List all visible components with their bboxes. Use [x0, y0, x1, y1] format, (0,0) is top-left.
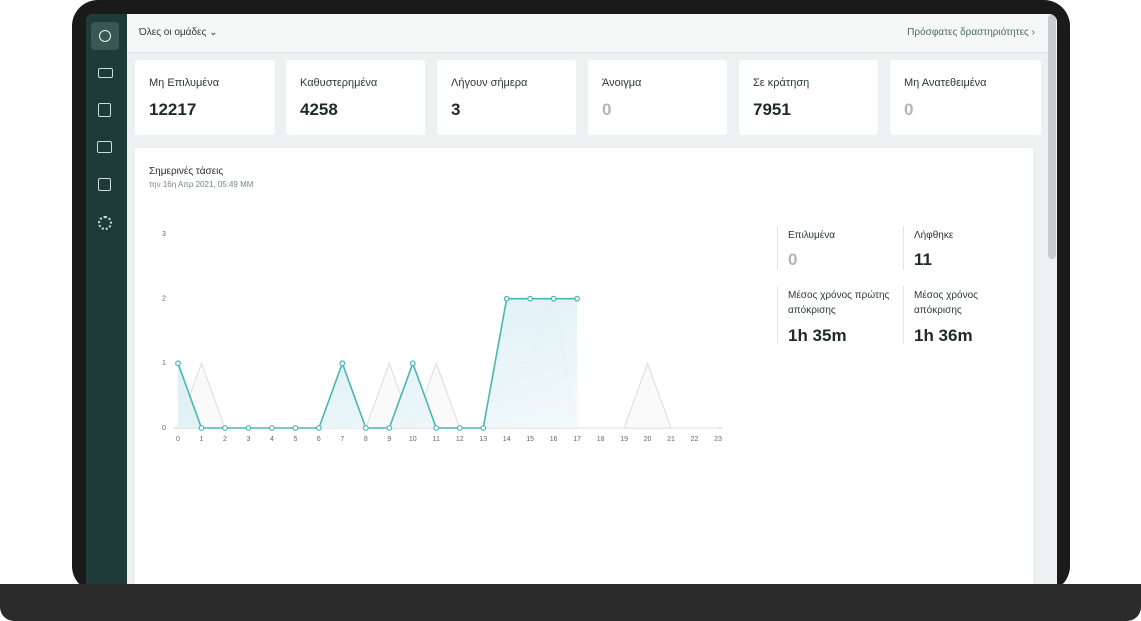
series-line [177, 297, 578, 429]
stat-card: Καθυστερημένα 4258 [286, 60, 425, 135]
top-bar [127, 14, 1057, 53]
y-tick-label: 3 [162, 231, 166, 238]
summary-value: 1h 35m [788, 326, 847, 345]
stat-value: 0 [904, 100, 914, 119]
series-area [178, 298, 718, 428]
y-tick-label: 1 [162, 360, 166, 367]
group-filter[interactable]: Όλες οι ομάδες ⌄ [139, 27, 218, 38]
data-point [456, 425, 463, 431]
data-point [198, 425, 205, 431]
nav-contacts[interactable] [98, 103, 111, 117]
data-point [315, 425, 322, 431]
stat-value: 3 [451, 100, 461, 119]
screen: Όλες οι ομάδες ⌄ Πρόσφατες δραστηριότητε… [86, 14, 1057, 584]
x-tick-label: 12 [456, 436, 464, 443]
data-point [409, 360, 416, 367]
x-tick-label: 8 [364, 436, 368, 443]
stat-card: Μη Ανατεθειμένα 0 [890, 60, 1041, 135]
x-tick-label: 17 [573, 436, 581, 443]
recent-activity-label: Πρόσφατες δραστηριότητες [907, 27, 1029, 38]
x-tick-label: 20 [644, 436, 652, 443]
stat-value: 0 [602, 100, 612, 119]
stat-value: 7951 [753, 100, 791, 119]
x-tick-label: 23 [714, 436, 722, 443]
stat-label: Μη Ανατεθειμένα [904, 77, 987, 89]
x-tick-label: 18 [597, 436, 605, 443]
data-point [222, 425, 228, 431]
summary-value: 11 [914, 250, 932, 269]
nav-home[interactable] [91, 22, 119, 50]
summary-label: Λήφθηκε [914, 230, 954, 241]
group-filter-label: Όλες οι ομάδες [139, 27, 207, 38]
data-point [245, 425, 252, 431]
stat-label: Άνοιγμα [602, 77, 642, 89]
x-tick-label: 11 [433, 436, 440, 443]
x-tick-label: 21 [667, 436, 675, 443]
x-tick-label: 19 [620, 436, 628, 443]
summary-value: 1h 36m [914, 326, 973, 345]
data-point [527, 295, 534, 302]
stat-value: 12217 [149, 100, 197, 119]
data-point [550, 295, 557, 302]
summary-value: 0 [788, 250, 798, 269]
chart-title: Σημερινές τάσεις [149, 166, 224, 177]
stat-card: Λήγουν σήμερα 3 [437, 60, 576, 135]
summary-divider [903, 226, 904, 270]
stat-label: Σε κράτηση [753, 77, 810, 89]
data-point [480, 425, 487, 431]
data-point [362, 425, 369, 431]
summary-divider [777, 226, 778, 270]
stat-label: Καθυστερημένα [300, 77, 378, 89]
stat-card: Μη Επιλυμένα 12217 [135, 60, 275, 135]
data-point [269, 425, 275, 431]
nav-settings[interactable] [98, 216, 112, 230]
y-tick-label: 0 [162, 425, 166, 432]
summary-label: Μέσος χρόνος πρώτης απόκρισης [788, 290, 890, 316]
summary-label: Μέσος χρόνος απόκρισης [914, 290, 978, 316]
summary-label: Επιλυμένα [788, 230, 836, 241]
x-tick-label: 7 [340, 436, 344, 443]
x-tick-label: 1 [200, 436, 204, 443]
nav-knowledge[interactable] [97, 141, 112, 153]
x-tick-label: 2 [223, 436, 227, 443]
x-tick-label: 4 [270, 436, 274, 443]
data-point [175, 360, 181, 367]
stat-value: 4258 [300, 100, 338, 119]
x-tick-label: 6 [317, 436, 321, 443]
chart-subtitle: την 16η Απρ 2021, 05:49 ΜΜ [149, 180, 254, 189]
trends-panel: Σημερινές τάσεις την 16η Απρ 2021, 05:49… [135, 148, 1033, 584]
data-point [433, 425, 440, 431]
summary-divider [903, 286, 904, 344]
series-area [178, 298, 578, 428]
data-point [386, 425, 393, 431]
summary-divider [777, 286, 778, 344]
stat-card: Σε κράτηση 7951 [739, 60, 878, 135]
y-tick-label: 2 [162, 296, 166, 303]
x-tick-label: 16 [550, 436, 558, 443]
x-tick-label: 13 [479, 436, 487, 443]
data-point [503, 295, 510, 302]
recent-activity[interactable]: Πρόσφατες δραστηριότητες › [907, 27, 1035, 38]
x-tick-label: 15 [526, 436, 534, 443]
data-point [339, 360, 346, 367]
nav-reports[interactable] [98, 178, 111, 191]
x-tick-label: 14 [503, 436, 511, 443]
stat-card: Άνοιγμα 0 [588, 60, 727, 135]
x-tick-label: 3 [246, 436, 250, 443]
laptop-base [0, 584, 1141, 621]
x-tick-label: 5 [293, 436, 297, 443]
sidebar [86, 14, 127, 584]
stat-label: Λήγουν σήμερα [451, 77, 528, 89]
x-tick-label: 10 [409, 436, 417, 443]
data-point [292, 425, 299, 431]
x-tick-label: 9 [387, 436, 391, 443]
x-tick-label: 0 [176, 436, 180, 443]
x-tick-label: 22 [691, 436, 699, 443]
stat-label: Μη Επιλυμένα [149, 77, 220, 89]
scrollbar [1048, 14, 1056, 259]
data-point [574, 295, 581, 302]
nav-tickets[interactable] [98, 68, 113, 78]
